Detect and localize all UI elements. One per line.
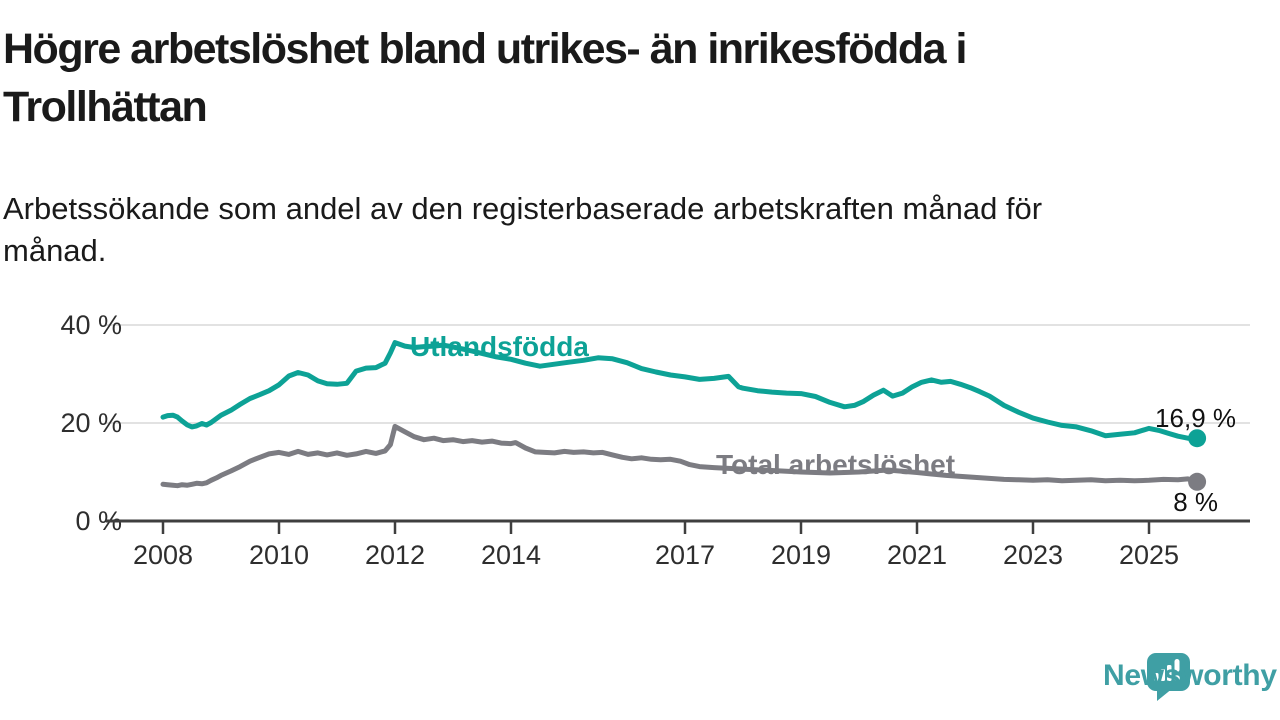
x-tick-label-2023: 2023 (1003, 540, 1063, 570)
y-axis-labels: 0 %20 %40 % (60, 310, 122, 536)
total-arbetsloshet-line (160, 423, 1200, 489)
logo-exclamation-bar (1174, 659, 1180, 672)
x-tick-label-2021: 2021 (887, 540, 947, 570)
utlandsfodda-end-dot (1188, 429, 1207, 448)
x-tick-label-2019: 2019 (771, 540, 831, 570)
page-title-line-2: Trollhättan (3, 83, 208, 131)
x-axis: 2008 2010 2012 2014 2017 2019 2021 2023 2025 (106, 519, 1250, 570)
page-title-line-1: Högre arbetslöshet bland utrikes- än inr… (3, 25, 967, 73)
newsworthy-logo-icon (1147, 653, 1190, 701)
x-tick-label-2008: 2008 (133, 540, 193, 570)
logo-bars (1154, 659, 1180, 681)
x-tick-label-2014: 2014 (481, 540, 541, 570)
chart-subtitle: Arbetssökande som andel av den registerb… (3, 188, 1233, 272)
x-tick-label-2010: 2010 (249, 540, 309, 570)
y-axis-label-40: 40 % (60, 310, 122, 340)
x-tick-label-2017: 2017 (655, 540, 715, 570)
chart-subtitle-line-2: månad. (3, 233, 107, 268)
newsworthy-logo-text: Newsworthy (1103, 659, 1277, 692)
logo-exclamation-dot (1174, 675, 1180, 681)
utlandsfodda-series-label: Utlandsfödda (410, 331, 589, 362)
page-title: Högre arbetslöshet bland utrikes- än inr… (3, 20, 1233, 136)
y-axis-label-20: 20 % (60, 408, 122, 438)
chart-subtitle-line-1: Arbetssökande som andel av den registerb… (3, 191, 1043, 226)
total-arbetsloshet-end-dot (1188, 472, 1207, 491)
logo-bubble-tail (1157, 688, 1173, 701)
total-arbetsloshet-end-value-label: 8 % (1173, 487, 1218, 517)
x-tick-label-2012: 2012 (365, 540, 425, 570)
x-axis-ticks: 2008 2010 2012 2014 2017 2019 2021 2023 2025 (133, 522, 1179, 570)
utlandsfodda-end-value-label: 16,9 % (1155, 403, 1236, 433)
total-arbetsloshet-series-label: Total arbetslöshet (716, 449, 955, 480)
utlandsfodda-line (160, 340, 1200, 441)
x-tick-label-2025: 2025 (1119, 540, 1179, 570)
